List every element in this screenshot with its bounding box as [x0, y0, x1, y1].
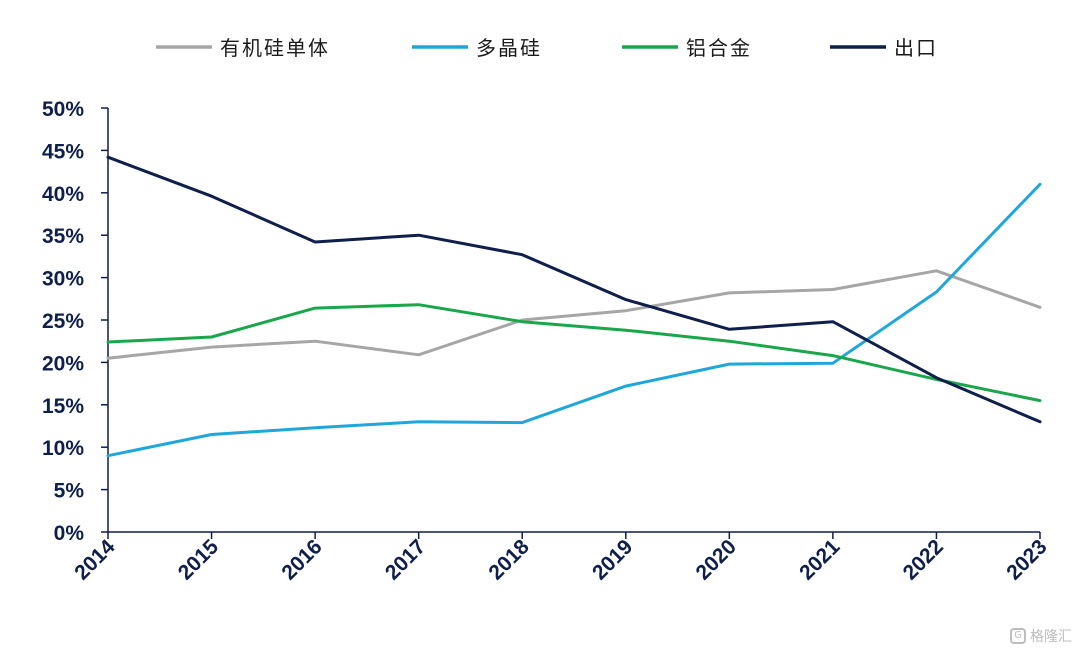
y-tick-label: 45%: [42, 140, 84, 163]
y-tick-label: 50%: [42, 98, 84, 121]
x-tick-label: 2015: [174, 535, 224, 585]
gelonghui-logo-icon: G: [1010, 628, 1026, 644]
x-tick-label: 2018: [484, 535, 534, 585]
legend-item-3: 铝合金: [622, 36, 752, 60]
legend-label: 多晶硅: [476, 36, 542, 60]
series-line-1: [106, 269, 1042, 360]
series-line-4: [106, 155, 1042, 424]
y-tick-label: 0%: [54, 522, 85, 545]
x-tick-label: 2020: [692, 535, 741, 584]
series-lines: [106, 155, 1042, 458]
y-tick-label: 25%: [42, 310, 84, 333]
x-tick-label: 2019: [588, 535, 637, 584]
x-axis: 2014 2015 2016 2017 2018 2019 2020 2021 2022 2023: [70, 531, 1052, 585]
x-tick-label: 2023: [1002, 535, 1051, 584]
x-tick-label: 2016: [277, 535, 326, 584]
y-tick-label: 20%: [42, 352, 84, 375]
x-tick-label: 2017: [381, 535, 430, 584]
x-tick-label: 2022: [899, 535, 948, 584]
x-tick-label: 2021: [795, 535, 845, 585]
legend-label: 出口: [894, 36, 938, 60]
y-tick-label: 40%: [42, 183, 84, 206]
legend-label: 有机硅单体: [220, 36, 330, 60]
y-tick-label: 5%: [54, 480, 85, 503]
y-tick-label: 15%: [42, 395, 84, 418]
watermark-text: 格隆汇: [1030, 629, 1072, 645]
y-tick-label: 10%: [42, 437, 84, 460]
legend: 有机硅单体 多晶硅 铝合金 出口: [156, 36, 938, 60]
y-tick-label: 30%: [42, 268, 84, 291]
series-line-3: [106, 303, 1042, 403]
series-line-2: [106, 182, 1042, 458]
watermark: G 格隆汇: [1010, 626, 1072, 646]
y-axis: 0% 5% 10% 15% 20% 25% 30% 35% 40% 45% 50%: [42, 98, 109, 545]
legend-item-2: 多晶硅: [412, 36, 542, 60]
legend-item-1: 有机硅单体: [156, 36, 330, 60]
legend-item-4: 出口: [830, 36, 938, 60]
legend-label: 铝合金: [686, 36, 752, 60]
y-tick-label: 35%: [42, 225, 84, 248]
